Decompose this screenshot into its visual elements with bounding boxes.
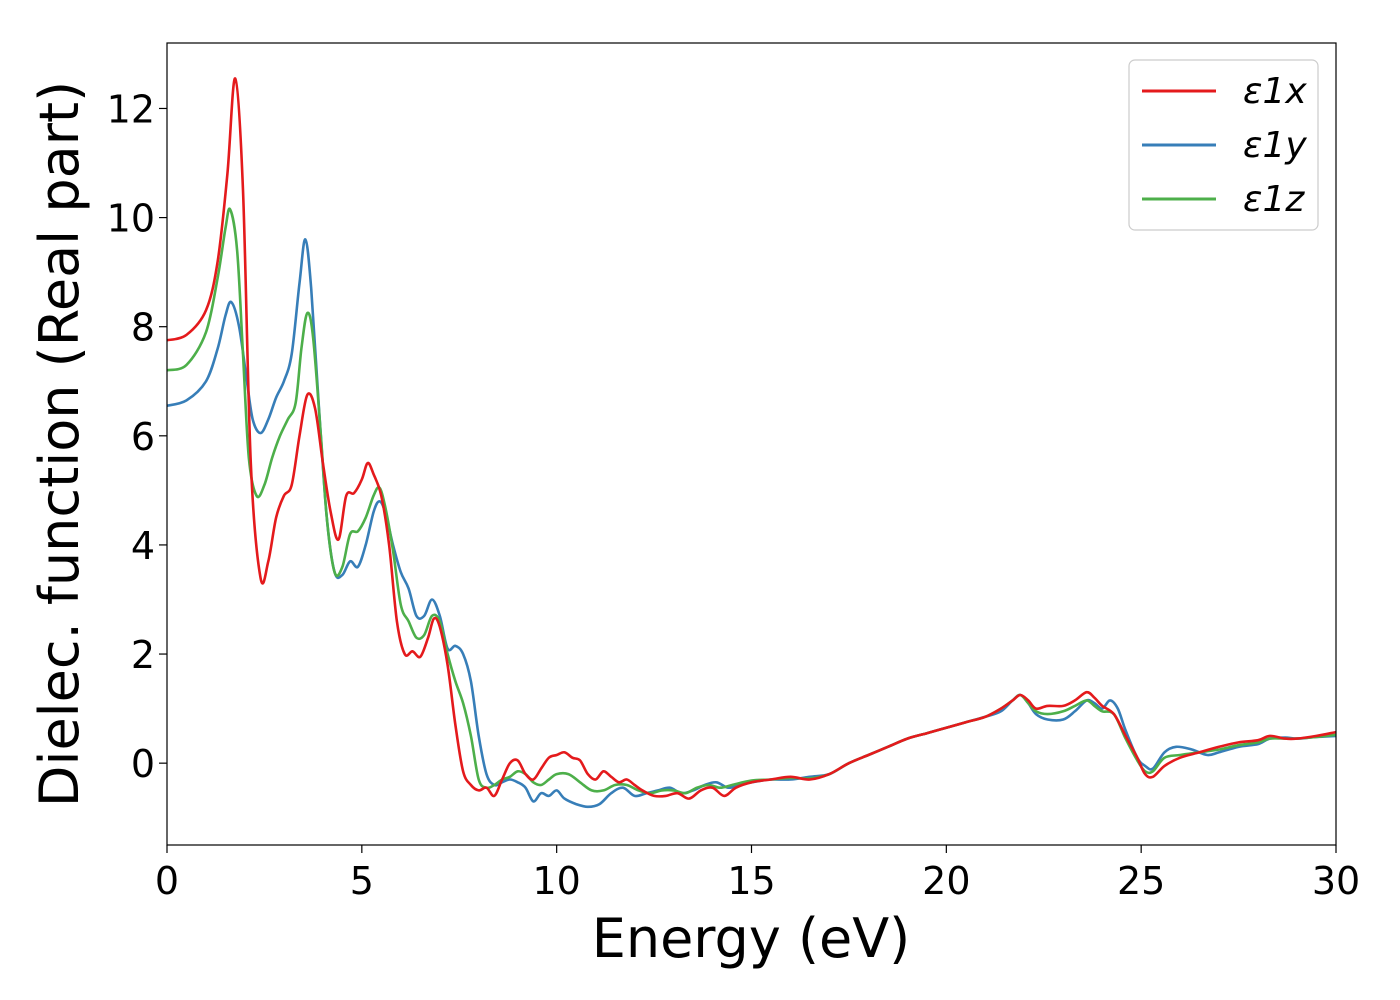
y-tick-label: 6: [131, 415, 155, 459]
y-tick-label: 4: [131, 524, 155, 568]
legend-label-2: ε1z: [1243, 179, 1305, 220]
y-tick-label: 8: [131, 306, 155, 350]
y-tick-label: 2: [131, 633, 155, 677]
x-tick-label: 30: [1312, 859, 1360, 903]
y-axis-ticks: 0 2 4 6 8 10 12: [107, 87, 167, 786]
legend-frame: [1128, 59, 1319, 231]
y-axis-label: Dielec. function (Real part): [28, 81, 91, 807]
legend: ε1x ε1y ε1z: [1128, 59, 1319, 231]
legend-label-1: ε1y: [1243, 125, 1307, 166]
series-layer: [167, 77, 1336, 809]
y-tick-label: 0: [131, 742, 155, 786]
y-tick-label: 10: [107, 197, 155, 241]
x-tick-label: 0: [155, 859, 179, 903]
x-tick-label: 25: [1117, 859, 1165, 903]
x-tick-label: 10: [532, 859, 580, 903]
x-axis-ticks: 0 5 10 15 20 25 30: [155, 845, 1360, 903]
series-line-2: [167, 207, 1336, 795]
y-tick-label: 12: [107, 87, 155, 131]
x-tick-label: 5: [350, 859, 374, 903]
legend-label-0: ε1x: [1243, 71, 1307, 112]
x-tick-label: 20: [922, 859, 970, 903]
x-tick-label: 15: [727, 859, 775, 903]
series-line-0: [167, 77, 1336, 800]
x-axis-label: Energy (eV): [592, 907, 911, 970]
